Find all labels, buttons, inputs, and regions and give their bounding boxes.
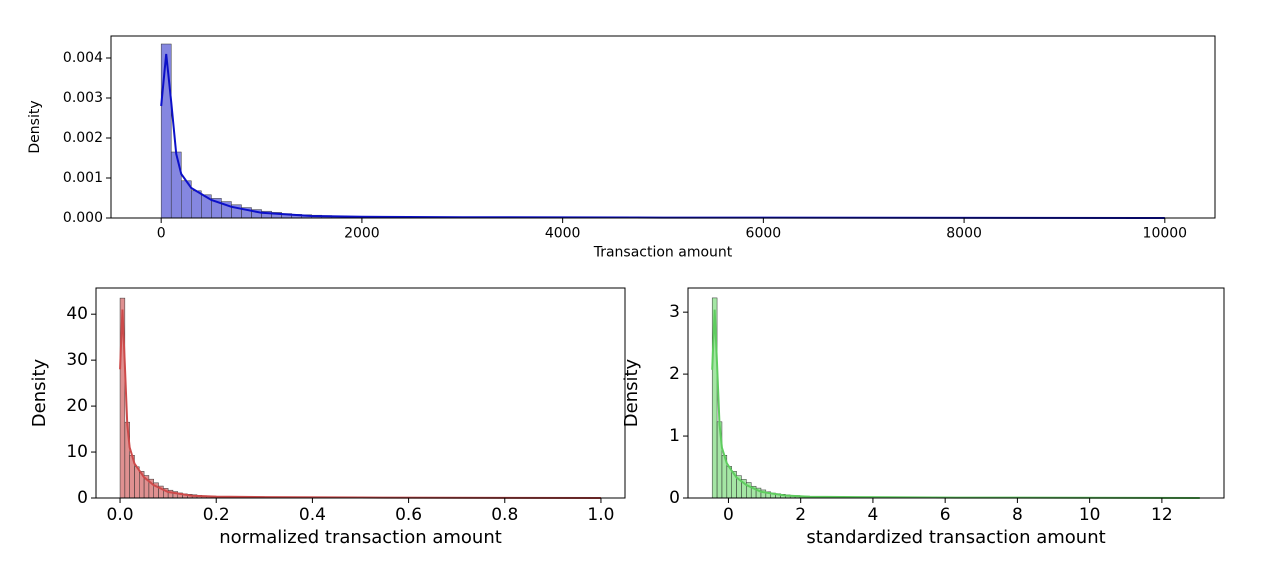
x-tick-label: 8000	[946, 225, 982, 241]
x-tick-label: 6000	[746, 225, 782, 241]
x-tick-label: 0.6	[395, 505, 422, 525]
x-tick-label: 0.4	[299, 505, 326, 525]
kde-line	[711, 309, 1200, 499]
y-tick-label: 0	[77, 488, 88, 508]
y-axis-label: Density	[27, 100, 43, 153]
x-tick-label: 6	[940, 505, 951, 525]
x-tick-label: 10	[1079, 505, 1101, 525]
x-axis-label: normalized transaction amount	[219, 527, 502, 548]
y-tick-label: 0.003	[63, 90, 103, 106]
y-tick-label: 30	[66, 350, 88, 370]
kde-line	[119, 309, 601, 499]
kde-line	[160, 53, 1165, 219]
y-tick-label: 10	[66, 442, 88, 462]
x-tick-label: 0.2	[203, 505, 230, 525]
y-tick-label: 1	[669, 426, 680, 446]
x-tick-label: 2	[795, 505, 806, 525]
axes-frame	[95, 287, 626, 499]
x-tick-label: 0.8	[491, 505, 518, 525]
axes-frame	[110, 35, 1216, 219]
bar	[134, 466, 140, 499]
y-tick-label: 2	[669, 364, 680, 384]
x-tick-label: 12	[1151, 505, 1173, 525]
y-tick-label: 0.000	[63, 210, 103, 226]
x-tick-label: 0.0	[107, 505, 134, 525]
bar	[191, 190, 202, 219]
y-tick-label: 0.004	[63, 50, 103, 66]
y-axis-label: Density	[621, 358, 642, 427]
x-axis-label: standardized transaction amount	[806, 527, 1105, 548]
x-tick-label: 0	[723, 505, 734, 525]
x-tick-label: 0	[157, 225, 166, 241]
y-tick-label: 3	[669, 302, 680, 322]
x-tick-label: 8	[1012, 505, 1023, 525]
y-tick-label: 0.001	[63, 170, 103, 186]
x-tick-label: 4	[868, 505, 879, 525]
x-tick-label: 1.0	[587, 505, 614, 525]
y-tick-label: 40	[66, 304, 88, 324]
x-tick-label: 2000	[344, 225, 380, 241]
y-tick-label: 20	[66, 396, 88, 416]
y-tick-label: 0	[669, 488, 680, 508]
y-axis-label: Density	[29, 358, 50, 427]
bar	[170, 151, 182, 219]
x-tick-label: 4000	[545, 225, 581, 241]
axes-frame	[687, 287, 1225, 499]
x-tick-label: 10000	[1143, 225, 1188, 241]
bar	[160, 43, 172, 219]
y-tick-label: 0.002	[63, 130, 103, 146]
x-axis-label: Transaction amount	[593, 244, 733, 260]
